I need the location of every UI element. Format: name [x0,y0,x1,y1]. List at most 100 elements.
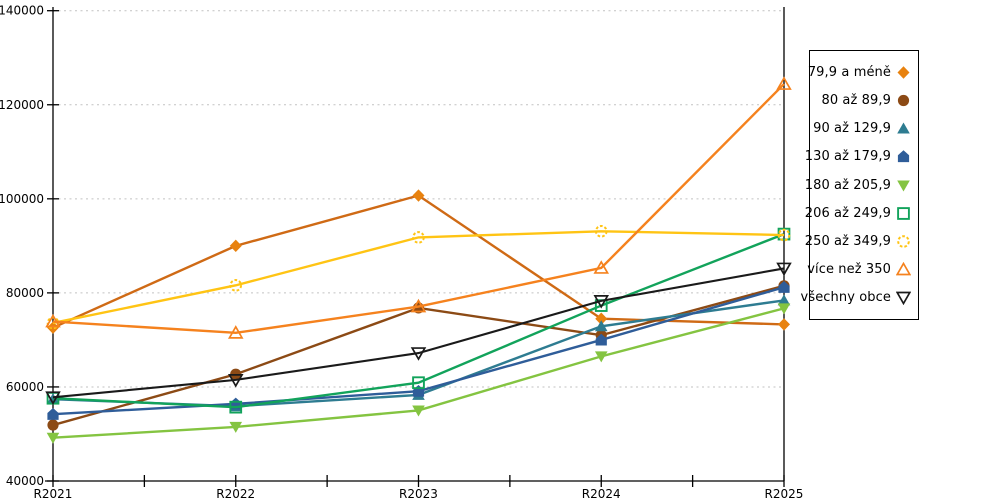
circle-marker [897,94,910,107]
series-3 [47,281,790,420]
circle-outline-marker [897,235,910,248]
triangle-up-outline-marker [895,261,912,276]
y-tick-label: 80000 [6,286,44,300]
y-tick-label: 60000 [6,380,44,394]
circle-outline-marker [777,228,791,242]
x-tick-label: R2021 [34,487,73,500]
legend-item: více než 350 [807,255,918,283]
legend-marker-glyph [897,122,910,134]
legend-label: více než 350 [807,262,891,278]
legend-item: 79,9 a méně [807,58,918,86]
legend-label: 130 až 179,9 [804,149,891,165]
legend-marker-glyph [897,94,910,107]
circle-outline-marker-icon [896,234,911,249]
legend-item: 180 až 205,9 [805,171,918,199]
diamond-marker-icon [896,65,911,80]
pentagon-marker [897,150,910,163]
legend-label: 180 až 205,9 [804,177,891,193]
triangle-up-outline-marker [227,325,244,339]
series-6 [46,224,791,330]
pentagon-marker [47,408,59,420]
square-outline-marker-icon [896,206,911,221]
triangle-up-outline-marker [776,76,792,90]
series-0 [47,189,790,334]
legend-label: 250 až 349,9 [804,233,891,249]
triangle-up-outline-marker-icon [895,261,912,277]
legend-label: všechny obce [800,290,891,306]
legend-marker-glyph [897,180,910,191]
x-tick-label: R2025 [765,487,804,500]
circle-outline-marker [412,231,425,244]
circle-outline-marker [594,224,608,238]
triangle-down-outline-marker [45,391,61,405]
triangle-down-outline-marker [895,291,912,306]
triangle-down-outline-marker [227,374,244,388]
x-tick-label: R2023 [399,487,438,500]
y-tick-label: 120000 [0,98,44,112]
triangle-down-marker [897,180,910,191]
triangle-down-outline-marker [593,295,610,309]
series-line [52,83,785,335]
legend-marker-glyph [897,150,910,163]
legend-item: 130 až 179,9 [805,143,918,171]
triangle-up-marker-icon [896,121,911,136]
series-line [52,232,785,409]
triangle-down-outline-marker [410,347,427,361]
legend-marker-glyph [897,206,910,220]
triangle-down-marker [777,303,791,315]
triangle-down-marker-icon [896,178,911,193]
triangle-up-outline-marker [410,298,427,313]
legend-label: 80 až 89,9 [821,92,891,108]
diamond-marker [412,189,425,202]
pentagon-marker [595,333,607,346]
x-tick-label: R2024 [582,487,621,500]
triangle-up-outline-marker [45,313,61,328]
legend-item: 90 až 129,9 [810,115,918,143]
triangle-down-marker [46,432,60,444]
triangle-down-outline-marker-icon [895,290,912,306]
square-outline-marker [897,206,910,220]
diamond-marker [897,66,910,79]
y-tick-label: 100000 [0,192,44,206]
y-tick-label: 140000 [0,4,44,18]
legend-item: 80 až 89,9 [810,86,918,114]
series-line [52,267,785,399]
circle-outline-marker [229,279,243,292]
legend-label: 206 až 249,9 [804,205,891,221]
series-line [52,230,785,325]
diamond-marker [229,239,242,253]
pentagon-marker [778,281,790,293]
triangle-up-marker [594,320,608,332]
legend-marker-glyph [895,261,912,276]
triangle-up-marker [777,294,791,306]
triangle-down-marker [229,421,243,433]
legend-item: 206 až 249,9 [805,199,918,227]
legend-marker-glyph [895,291,912,306]
legend: 79,9 a méně 80 až 89,9 90 až 129,9 130 a… [801,50,919,320]
triangle-down-outline-marker [776,262,792,277]
triangle-up-outline-marker [593,260,610,274]
square-outline-marker [412,376,425,390]
triangle-up-marker [897,122,910,134]
y-tick-label: 40000 [6,474,44,488]
diamond-marker [778,318,790,331]
triangle-down-marker [412,405,425,417]
legend-item: všechny obce [801,284,918,312]
legend-item: 250 až 349,9 [805,227,918,255]
series-7 [45,76,792,339]
circle-marker-icon [896,93,911,108]
legend-marker-glyph [897,235,910,248]
series-8 [45,262,792,405]
pentagon-marker-icon [896,149,911,164]
x-tick-label: R2022 [216,487,255,500]
square-outline-marker [229,400,243,414]
legend-label: 79,9 a méně [807,64,891,80]
diamond-marker [595,312,608,325]
series-4 [46,303,791,444]
diamond-marker [47,321,59,334]
triangle-down-marker [594,351,608,363]
legend-label: 90 až 129,9 [813,121,891,137]
circle-marker [47,419,59,431]
